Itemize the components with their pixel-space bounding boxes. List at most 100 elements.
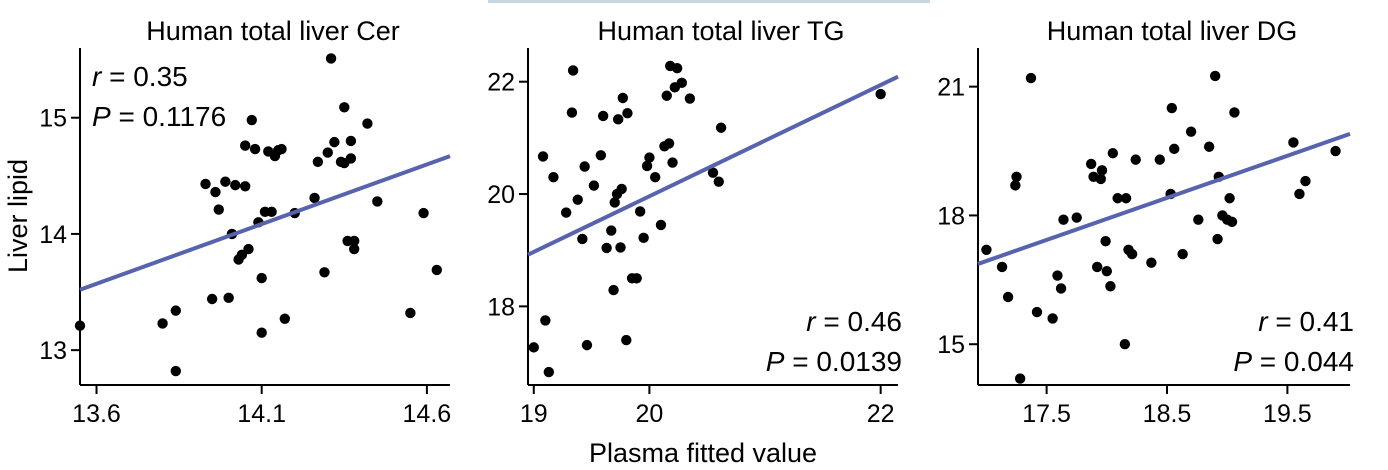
data-point bbox=[1146, 257, 1157, 268]
data-point bbox=[1193, 214, 1204, 225]
data-point bbox=[1112, 193, 1123, 204]
data-point bbox=[661, 90, 672, 101]
data-point bbox=[345, 153, 357, 164]
data-point bbox=[312, 156, 324, 168]
data-point bbox=[256, 327, 267, 338]
y-tick-label: 18 bbox=[487, 293, 515, 321]
regression-line bbox=[977, 131, 1351, 266]
data-point bbox=[1101, 266, 1113, 277]
data-point bbox=[213, 204, 224, 215]
data-point bbox=[597, 110, 609, 122]
data-point bbox=[276, 143, 287, 155]
data-point bbox=[579, 161, 590, 172]
panel-2: Human total liver TG 18 20 22 19 20 22 r = 0.46… bbox=[487, 16, 902, 428]
data-point bbox=[1177, 248, 1188, 260]
data-point bbox=[239, 140, 251, 151]
y-tick-label: 22 bbox=[487, 69, 515, 97]
data-point bbox=[170, 305, 182, 316]
data-point bbox=[631, 273, 642, 284]
x-tick-label: 14.1 bbox=[237, 400, 286, 428]
data-point bbox=[74, 320, 86, 331]
data-point bbox=[309, 192, 320, 204]
data-point bbox=[1052, 270, 1063, 281]
y-tick-label: 15 bbox=[39, 105, 67, 133]
r-value: = 0.41 bbox=[1268, 306, 1354, 337]
panel-1: Human total liver Cer 13 14 15 13.6 14.1 14.6 r… bbox=[39, 16, 451, 428]
data-point bbox=[266, 206, 277, 218]
data-point bbox=[649, 171, 661, 183]
p-symbol: P bbox=[1233, 346, 1252, 377]
r-value: = 0.46 bbox=[816, 306, 902, 337]
data-point bbox=[405, 307, 416, 319]
data-point bbox=[1085, 158, 1097, 170]
data-point bbox=[1100, 235, 1111, 247]
data-point bbox=[345, 135, 357, 147]
data-point bbox=[609, 197, 620, 208]
p-value: = 0.044 bbox=[1252, 346, 1354, 377]
data-point bbox=[1107, 147, 1119, 159]
data-point bbox=[1105, 281, 1116, 292]
data-point bbox=[537, 151, 549, 162]
data-point bbox=[1226, 216, 1238, 228]
r-stat: r = 0.35 bbox=[92, 61, 188, 92]
chart-title: Human total liver TG bbox=[597, 16, 844, 46]
top-divider-bar bbox=[488, 0, 930, 3]
data-point bbox=[157, 318, 168, 329]
r-stat: r = 0.46 bbox=[806, 306, 902, 337]
y-tick-label: 21 bbox=[937, 74, 965, 102]
data-point bbox=[246, 114, 257, 126]
data-point bbox=[581, 339, 593, 351]
p-symbol: P bbox=[766, 346, 785, 377]
data-point bbox=[249, 143, 261, 155]
data-point bbox=[601, 242, 612, 254]
data-point bbox=[1010, 180, 1021, 191]
panel-3: Human total liver DG 15 18 21 17.5 18.5 19.5 r … bbox=[937, 16, 1354, 428]
y-tick-label: 20 bbox=[487, 181, 515, 209]
data-point bbox=[1126, 248, 1138, 260]
data-point bbox=[170, 365, 182, 377]
chart-title: Human total liver Cer bbox=[146, 16, 400, 46]
x-tick-label: 13.6 bbox=[72, 400, 121, 428]
data-point bbox=[239, 181, 251, 192]
y-axis-label: Liver lipid bbox=[3, 159, 33, 273]
x-tick-label: 18.5 bbox=[1143, 400, 1192, 428]
data-point bbox=[667, 157, 678, 168]
data-point bbox=[707, 167, 719, 178]
data-point bbox=[1288, 137, 1299, 148]
data-point bbox=[1169, 143, 1180, 155]
data-point bbox=[1011, 171, 1022, 182]
data-point bbox=[715, 122, 727, 133]
data-point bbox=[1014, 373, 1026, 384]
data-point bbox=[676, 77, 687, 89]
p-symbol: P bbox=[92, 101, 111, 132]
data-point bbox=[348, 235, 360, 247]
data-point bbox=[577, 233, 588, 245]
data-point bbox=[1130, 154, 1141, 165]
data-point bbox=[1203, 141, 1215, 152]
x-tick-label: 19 bbox=[520, 400, 548, 428]
data-point bbox=[256, 272, 267, 284]
p-value: = 0.0139 bbox=[784, 346, 902, 377]
data-point bbox=[418, 207, 429, 219]
data-point bbox=[567, 65, 579, 76]
r-symbol: r bbox=[92, 61, 103, 92]
data-point bbox=[210, 186, 221, 198]
data-point bbox=[996, 261, 1008, 273]
data-point bbox=[548, 171, 559, 183]
y-tick-label: 15 bbox=[937, 331, 965, 359]
p-stat: P = 0.1176 bbox=[92, 101, 226, 132]
data-point bbox=[684, 93, 696, 104]
data-point bbox=[616, 183, 627, 195]
data-point bbox=[713, 176, 724, 187]
data-point bbox=[1300, 175, 1311, 187]
r-symbol: r bbox=[806, 306, 817, 337]
data-point bbox=[540, 315, 551, 326]
data-point bbox=[1224, 193, 1235, 204]
data-point bbox=[223, 292, 234, 304]
data-point bbox=[206, 293, 218, 305]
data-point bbox=[1095, 173, 1106, 185]
data-point bbox=[200, 178, 211, 190]
data-point bbox=[1119, 339, 1131, 350]
data-point bbox=[1212, 233, 1223, 245]
data-point bbox=[638, 232, 649, 244]
